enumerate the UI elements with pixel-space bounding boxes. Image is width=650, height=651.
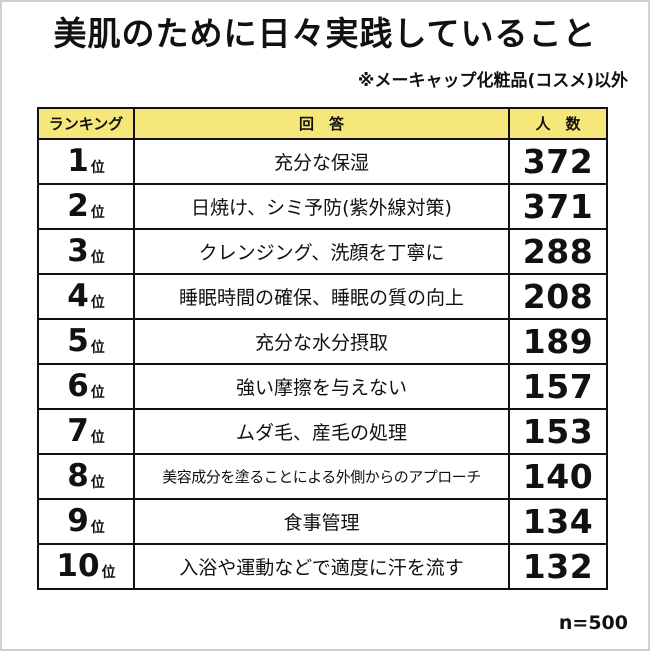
table-row: 2 位 日焼け、シミ予防(紫外線対策) 371 — [39, 185, 608, 230]
rank-suffix: 位 — [90, 204, 105, 221]
rank-suffix: 位 — [90, 249, 105, 266]
page-title: 美肌のために日々実践していること — [53, 14, 597, 53]
rank-number: 5 — [67, 323, 89, 359]
table-row: 7 位 ムダ毛、産毛の処理 153 — [39, 410, 608, 455]
table-row: 8 位 美容成分を塗ることによる外側からのアプローチ 140 — [39, 455, 608, 500]
rank-number: 3 — [67, 233, 89, 269]
rank-number: 2 — [67, 188, 89, 224]
count-cell: 132 — [510, 545, 608, 590]
header-count: 人 数 — [510, 109, 608, 140]
answer-cell: 充分な保湿 — [135, 140, 510, 185]
answer-text: 充分な水分摂取 — [254, 332, 388, 354]
count-value: 189 — [522, 322, 594, 361]
answer-text: 睡眠時間の確保、睡眠の質の向上 — [178, 287, 464, 309]
header-answer: 回 答 — [135, 109, 510, 140]
rank-suffix: 位 — [90, 519, 105, 536]
rank-suffix: 位 — [90, 429, 105, 446]
table-row: 10 位 入浴や運動などで適度に汗を流す 132 — [39, 545, 608, 590]
count-value: 372 — [522, 142, 594, 181]
answer-cell: 充分な水分摂取 — [135, 320, 510, 365]
answer-text: 入浴や運動などで適度に汗を流す — [179, 557, 464, 579]
count-cell: 371 — [510, 185, 608, 230]
answer-text: 美容成分を塗ることによる外側からのアプローチ — [162, 468, 481, 486]
answer-cell: クレンジング、洗顔を丁寧に — [135, 230, 510, 275]
table-row: 6 位 強い摩擦を与えない 157 — [39, 365, 608, 410]
table-row: 3 位 クレンジング、洗顔を丁寧に 288 — [39, 230, 608, 275]
answer-text: 食事管理 — [283, 512, 360, 534]
count-cell: 288 — [510, 230, 608, 275]
count-cell: 140 — [510, 455, 608, 500]
count-value: 371 — [522, 187, 594, 226]
count-cell: 157 — [510, 365, 608, 410]
table-row: 1 位 充分な保湿 372 — [39, 140, 608, 185]
rank-suffix: 位 — [90, 474, 105, 491]
answer-cell: 睡眠時間の確保、睡眠の質の向上 — [135, 275, 510, 320]
rank-cell: 10 位 — [39, 545, 135, 590]
count-cell: 134 — [510, 500, 608, 545]
rank-number: 8 — [67, 458, 89, 494]
count-cell: 372 — [510, 140, 608, 185]
rank-number: 1 — [67, 143, 89, 179]
answer-text: ムダ毛、産毛の処理 — [235, 422, 407, 444]
answer-cell: 美容成分を塗ることによる外側からのアプローチ — [135, 455, 510, 500]
answer-text: 充分な保湿 — [273, 152, 369, 174]
answer-text: 日焼け、シミ予防(紫外線対策) — [191, 197, 452, 219]
rank-number: 10 — [56, 548, 100, 584]
count-cell: 208 — [510, 275, 608, 320]
answer-cell: 入浴や運動などで適度に汗を流す — [135, 545, 510, 590]
sample-size: n=500 — [558, 612, 628, 634]
header-rank: ランキング — [39, 109, 135, 140]
table-row: 4 位 睡眠時間の確保、睡眠の質の向上 208 — [39, 275, 608, 320]
answer-text: クレンジング、洗顔を丁寧に — [198, 242, 445, 264]
table-row: 9 位 食事管理 134 — [39, 500, 608, 545]
answer-cell: ムダ毛、産毛の処理 — [135, 410, 510, 455]
ranking-table: ランキング 回 答 人 数 1 位充分な保湿 372 2 位日焼け、シミ予防(紫外線対策… — [37, 107, 608, 590]
table-header-row: ランキング 回 答 人 数 — [39, 109, 608, 140]
count-value: 157 — [522, 367, 594, 406]
count-value: 288 — [522, 232, 594, 271]
rank-number: 6 — [67, 368, 89, 404]
count-value: 208 — [522, 277, 594, 316]
rank-suffix: 位 — [90, 339, 105, 356]
count-value: 153 — [522, 412, 594, 451]
answer-cell: 強い摩擦を与えない — [135, 365, 510, 410]
rank-suffix: 位 — [101, 564, 116, 581]
count-cell: 153 — [510, 410, 608, 455]
answer-text: 強い摩擦を与えない — [235, 377, 407, 399]
table-body: 1 位充分な保湿 372 2 位日焼け、シミ予防(紫外線対策) 371 3 位クレンジング、洗… — [39, 140, 608, 590]
table-row: 5 位 充分な水分摂取 189 — [39, 320, 608, 365]
count-cell: 189 — [510, 320, 608, 365]
count-value: 134 — [522, 502, 594, 541]
answer-cell: 食事管理 — [135, 500, 510, 545]
answer-cell: 日焼け、シミ予防(紫外線対策) — [135, 185, 510, 230]
rank-suffix: 位 — [90, 294, 105, 311]
rank-suffix: 位 — [90, 159, 105, 176]
rank-number: 9 — [67, 503, 89, 539]
rank-number: 4 — [67, 278, 89, 314]
subtitle-note: ※メーキャップ化粧品(コスメ)以外 — [357, 71, 628, 91]
rank-suffix: 位 — [90, 384, 105, 401]
rank-number: 7 — [67, 413, 89, 449]
count-value: 132 — [522, 547, 594, 586]
count-value: 140 — [522, 457, 594, 496]
